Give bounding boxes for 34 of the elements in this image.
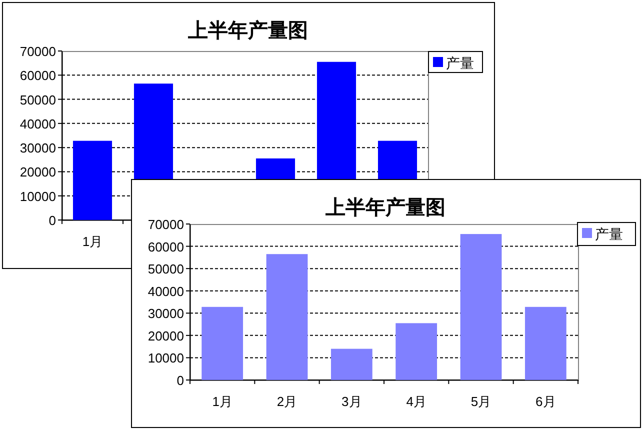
x-tick-label: 6月	[536, 394, 556, 409]
x-tick-label: 2月	[276, 394, 298, 409]
chart-title: 上半年产量图	[324, 196, 446, 219]
bar	[524, 306, 566, 380]
y-tick-label: 70000	[148, 217, 184, 232]
y-tick-label: 30000	[148, 306, 184, 322]
bar	[266, 254, 308, 380]
y-tick-label: 20000	[20, 164, 56, 180]
y-tick-label: 50000	[148, 262, 184, 277]
y-tick-label: 30000	[20, 140, 56, 156]
x-tick-label: 5月	[470, 394, 492, 409]
x-tick-label: 4月	[406, 394, 426, 409]
y-tick-label: 60000	[20, 68, 56, 84]
y-tick-label: 0	[176, 373, 184, 388]
y-tick-label: 20000	[148, 328, 184, 344]
bar	[396, 323, 438, 380]
y-tick-label: 10000	[20, 188, 56, 204]
y-tick-label: 40000	[148, 284, 184, 299]
y-tick-label: 70000	[20, 44, 56, 59]
bar	[202, 306, 244, 380]
x-tick-label: 3月	[342, 394, 362, 409]
y-tick-label: 40000	[20, 116, 56, 132]
y-tick-label: 60000	[148, 239, 184, 254]
y-tick-label: 50000	[20, 92, 56, 108]
bar	[460, 234, 502, 380]
x-tick-label: 1月	[82, 234, 103, 249]
y-tick-label: 10000	[148, 350, 184, 366]
chart-title: 上半年产量图	[187, 19, 308, 42]
bar	[72, 140, 112, 220]
bar	[330, 348, 372, 380]
x-tick-label: 1月	[212, 394, 232, 409]
y-tick-label: 0	[48, 213, 56, 228]
legend-label: 产量	[446, 55, 474, 71]
legend-label: 产量	[595, 226, 623, 242]
